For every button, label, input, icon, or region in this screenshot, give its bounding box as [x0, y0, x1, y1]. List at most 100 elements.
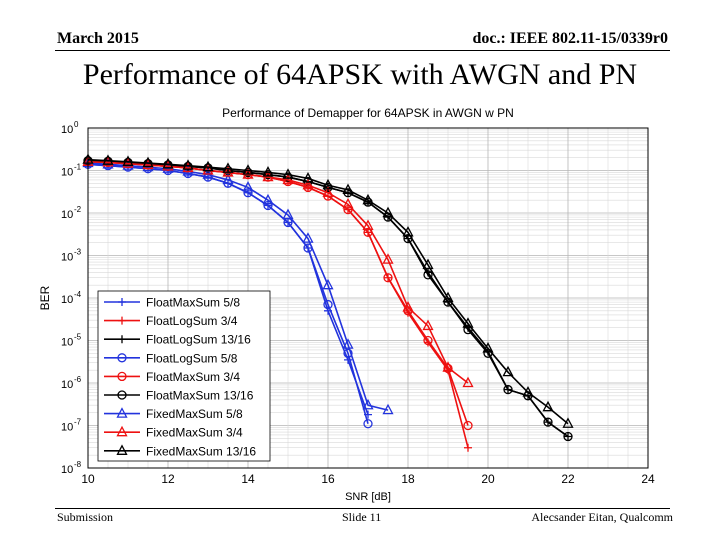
- data-point-triangle: [162, 159, 174, 171]
- data-point-circle: [463, 420, 473, 431]
- data-point-circle: [243, 188, 253, 198]
- data-point-triangle: [462, 376, 474, 388]
- data-point-triangle: [302, 172, 314, 183]
- header-divider: [55, 50, 670, 51]
- x-tick-label: 24: [641, 472, 655, 486]
- y-axis-label: BER: [38, 285, 52, 310]
- y-tick-exponent: -4: [74, 290, 82, 299]
- data-point-triangle: [116, 407, 128, 418]
- y-tick-exponent: -1: [74, 163, 82, 172]
- data-point-triangle: [122, 157, 134, 168]
- data-point-triangle: [262, 166, 274, 177]
- slide-title: Performance of 64APSK with AWGN and PN: [82, 58, 638, 91]
- data-point-circle: [363, 419, 373, 429]
- legend-label: FloatMaxSum 5/8: [146, 296, 240, 310]
- data-point-triangle: [102, 157, 114, 169]
- data-point-triangle: [142, 156, 154, 168]
- y-tick-label: 10: [61, 167, 73, 179]
- data-point-triangle: [302, 178, 314, 190]
- data-point-triangle: [382, 206, 394, 218]
- legend-label: FloatMaxSum 3/4: [146, 370, 240, 384]
- x-tick-label: 10: [81, 472, 95, 486]
- data-point-triangle: [562, 417, 574, 428]
- legend-entry: FixedMaxSum 3/4: [104, 426, 243, 440]
- legend-entry: FloatMaxSum 3/4: [104, 370, 240, 384]
- data-point-triangle: [202, 160, 214, 172]
- data-point-triangle: [222, 173, 234, 185]
- data-point-triangle: [402, 301, 414, 312]
- y-tick-label: 10: [61, 294, 73, 306]
- x-tick-label: 18: [401, 472, 415, 486]
- data-point-circle: [503, 384, 513, 395]
- data-point-triangle: [342, 183, 354, 195]
- data-point-triangle: [362, 193, 374, 205]
- data-point-triangle: [322, 278, 334, 290]
- data-point-triangle: [262, 193, 274, 205]
- y-tick-label: 10: [61, 379, 73, 391]
- legend-label: FloatLogSum 5/8: [146, 351, 238, 365]
- y-tick-label: 10: [61, 252, 73, 264]
- legend-label: FixedMaxSum 3/4: [146, 426, 243, 440]
- data-point-triangle: [302, 232, 314, 243]
- footer-author: Alecsander Eitan, Qualcomm: [531, 510, 673, 524]
- footer-slide-number: Slide 11: [342, 510, 382, 524]
- data-point-triangle: [202, 164, 214, 175]
- data-point-circle: [323, 299, 333, 310]
- series-8: [82, 153, 574, 428]
- header-date: March 2015: [57, 30, 139, 47]
- data-point-circle: [343, 348, 353, 358]
- data-point-plus: [118, 335, 126, 344]
- data-point-triangle: [182, 159, 194, 170]
- y-tick-label: 10: [61, 422, 73, 434]
- data-point-circle: [117, 371, 127, 382]
- x-tick-label: 14: [241, 472, 255, 486]
- data-point-triangle: [462, 317, 474, 328]
- data-point-triangle: [242, 164, 254, 175]
- data-point-plus: [118, 316, 126, 325]
- data-point-triangle: [382, 403, 394, 415]
- data-point-circle: [117, 390, 127, 400]
- data-point-triangle: [182, 165, 194, 176]
- data-point-plus: [564, 432, 572, 441]
- data-point-triangle: [116, 425, 128, 437]
- data-point-circle: [563, 431, 573, 442]
- legend-entry: FixedMaxSum 13/16: [104, 444, 256, 458]
- legend-entry: FloatMaxSum 5/8: [104, 296, 240, 310]
- legend: FloatMaxSum 5/8 FloatLogSum 3/4 FloatLogSu…: [97, 290, 271, 462]
- plot-frame: [87, 127, 649, 469]
- legend-label: FixedMaxSum 13/16: [146, 444, 256, 458]
- x-axis-label: SNR [dB]: [345, 491, 391, 503]
- data-point-circle: [263, 200, 273, 211]
- x-tick-label: 22: [561, 472, 575, 486]
- y-tick-exponent: -3: [74, 248, 82, 257]
- data-point-triangle: [362, 398, 374, 410]
- data-point-triangle: [122, 155, 134, 166]
- data-point-triangle: [502, 365, 514, 377]
- data-point-triangle: [402, 225, 414, 237]
- data-point-triangle: [542, 400, 554, 412]
- y-tick-exponent: -6: [74, 375, 82, 384]
- y-tick-exponent: -8: [74, 460, 82, 469]
- data-point-triangle: [282, 208, 294, 220]
- data-point-triangle: [102, 154, 114, 165]
- legend-label: FloatMaxSum 13/16: [146, 389, 254, 403]
- data-point-triangle: [322, 178, 334, 190]
- legend-entry: FloatLogSum 13/16: [104, 333, 251, 347]
- data-point-triangle: [102, 156, 114, 167]
- x-tick-label: 16: [321, 472, 335, 486]
- data-point-circle: [543, 417, 553, 427]
- data-point-circle: [443, 363, 453, 374]
- data-point-triangle: [142, 158, 154, 170]
- footer-submission: Submission: [57, 510, 114, 524]
- data-point-triangle: [522, 386, 534, 397]
- data-point-triangle: [422, 319, 434, 331]
- header-doc-id: doc.: IEEE 802.11-15/0339r0: [472, 30, 668, 47]
- y-tick-label: 10: [61, 464, 73, 476]
- chart-title: Performance of Demapper for 64APSK in AW…: [222, 106, 514, 120]
- data-point-circle: [383, 273, 393, 283]
- data-point-circle: [423, 270, 433, 280]
- legend-label: FixedMaxSum 5/8: [146, 407, 243, 421]
- y-tick-label: 10: [61, 337, 73, 349]
- x-tick-label: 12: [161, 472, 175, 486]
